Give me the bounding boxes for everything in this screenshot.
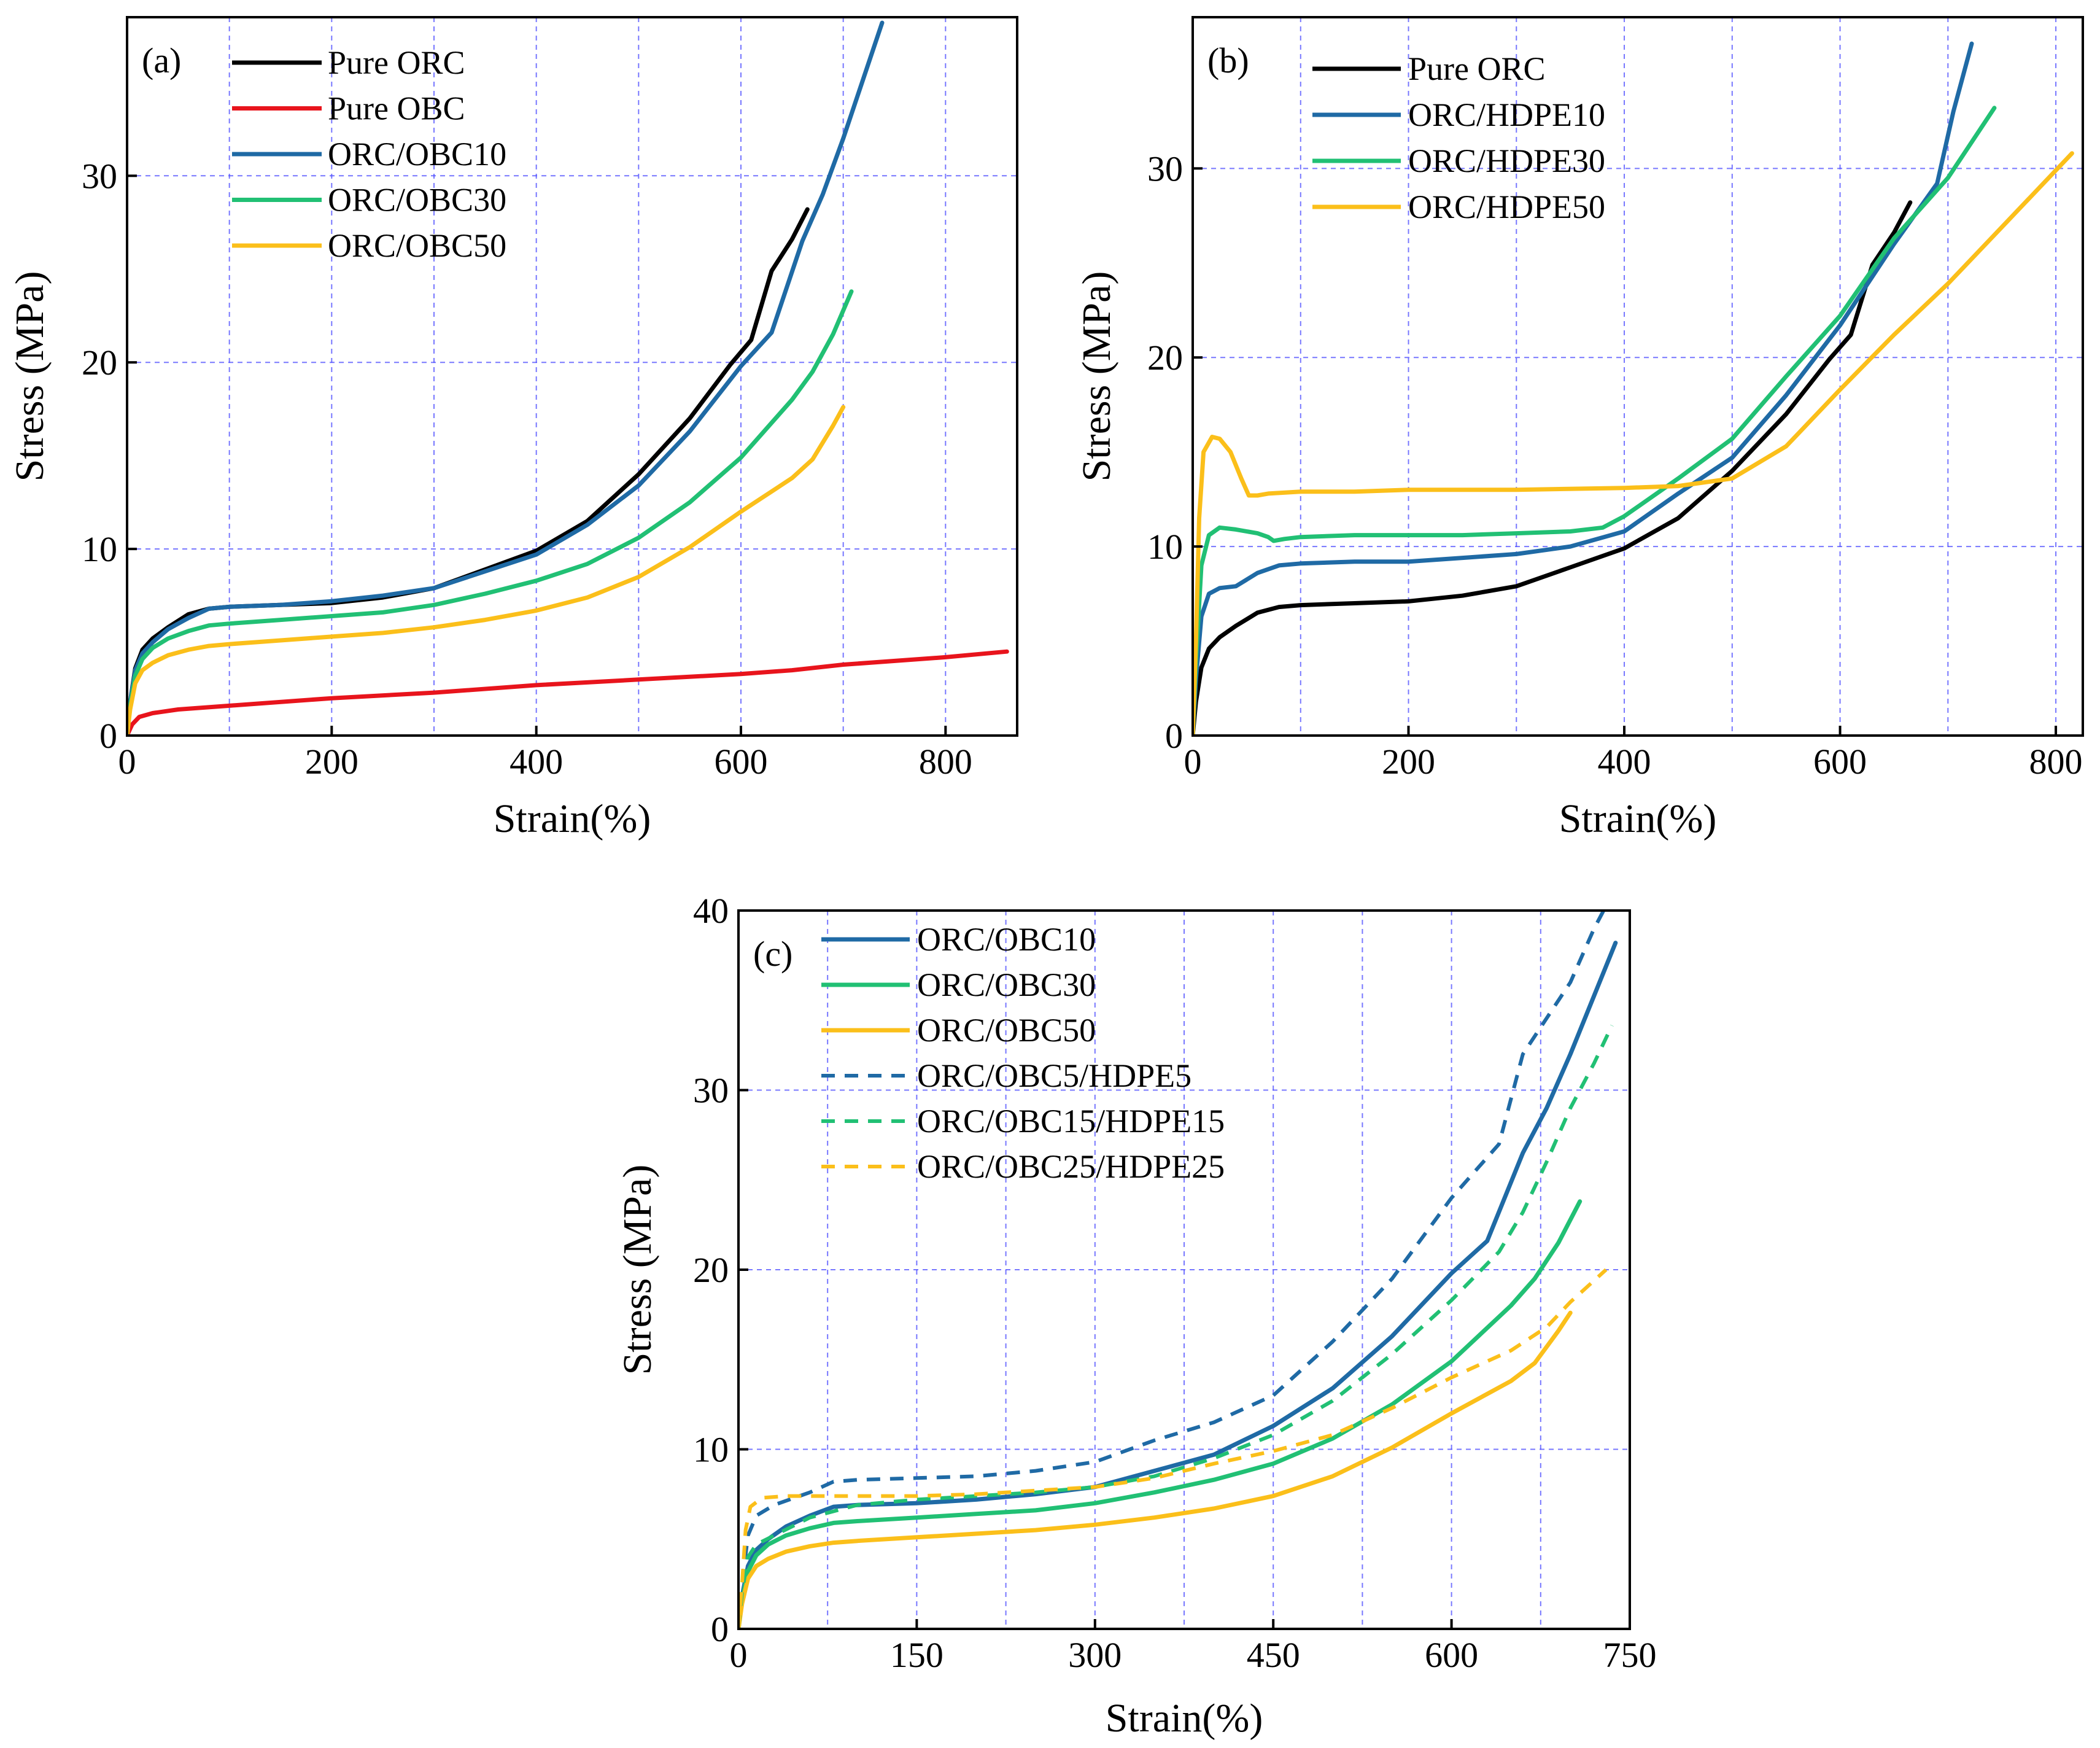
legend-label: ORC/HDPE50 [1408,188,1605,225]
x-axis-title: Strain(%) [494,796,651,841]
y-axis-title: Stress (MPa) [615,1165,660,1375]
y-tick-label: 40 [693,891,729,931]
series-line [738,1024,1614,1629]
chart-panel-2: 0 200 400 600 800 0 10 20 30 Strain(%) Stress (MPa… [1074,16,2084,841]
y-tick-label: 0 [99,716,117,756]
y-tick-label: 30 [693,1071,729,1111]
chart-panel-3: 0 150 300 450 600 750 0 10 20 30 40 Strain(%) Stress… [615,891,1657,1741]
y-tick-label: 30 [82,156,117,196]
panel-label: (c) [753,934,792,974]
legend-label: ORC/OBC30 [917,966,1096,1003]
series-line [1193,200,1913,736]
legend-label: ORC/HDPE30 [1408,142,1605,179]
x-tick-label: 800 [919,742,972,782]
y-tick-label: 10 [1147,527,1183,567]
series-line [738,941,1618,1629]
x-tick-label: 600 [715,742,768,782]
series-line [738,1199,1583,1629]
x-tick-label: 450 [1247,1635,1300,1675]
legend: Pure ORC ORC/HDPE10 ORC/HDPE30 ORC/HDPE50 [1312,50,1605,225]
series-group [1193,41,2074,736]
x-tick-label: 0 [118,742,136,782]
panel-label: (a) [142,41,181,80]
y-axis-title: Stress (MPa) [7,271,52,482]
chart-panel-1: 0 200 400 600 800 0 10 20 30 Strain(%) Stress (MPa… [7,16,1018,841]
legend-label: ORC/OBC10 [917,921,1096,958]
x-tick-label: 400 [510,742,563,782]
x-tick-label: 600 [1813,742,1867,782]
legend-label: ORC/OBC10 [328,136,506,173]
x-axis-title: Strain(%) [1106,1696,1263,1741]
legend-label: Pure ORC [1408,50,1546,87]
x-tick-label: 150 [890,1635,943,1675]
y-tick-label: 10 [82,529,117,569]
plot-frame [126,16,1018,737]
series-group [127,20,1009,736]
legend-label: ORC/OBC50 [328,227,506,264]
series-line [127,649,1009,736]
x-tick-label: 600 [1425,1635,1478,1675]
series-line [1193,106,1997,736]
legend-label: Pure OBC [328,90,465,127]
y-tick-label: 0 [1165,716,1183,756]
x-tick-label: 200 [1382,742,1435,782]
x-tick-label: 0 [1184,742,1202,782]
x-tick-label: 400 [1598,742,1651,782]
legend-label: Pure ORC [328,44,465,81]
x-tick-label: 200 [305,742,358,782]
legend-label: ORC/HDPE10 [1408,96,1605,133]
legend-label: ORC/OBC15/HDPE15 [917,1103,1225,1140]
legend: ORC/OBC10 ORC/OBC30 ORC/OBC50 ORC/OBC5/HDPE… [821,921,1225,1185]
legend-label: ORC/OBC25/HDPE25 [917,1148,1225,1185]
series-group [738,911,1618,1629]
legend-label: ORC/OBC50 [917,1012,1096,1049]
y-axis-title: Stress (MPa) [1074,271,1119,482]
x-tick-label: 0 [730,1635,748,1675]
series-line [1193,41,1974,736]
x-tick-label: 300 [1068,1635,1122,1675]
panel-label: (b) [1207,41,1249,80]
x-tick-label: 750 [1603,1635,1657,1675]
series-line [127,20,885,736]
legend-label: ORC/OBC30 [328,182,506,219]
series-line [127,405,846,736]
series-line [1193,151,2074,736]
y-tick-label: 0 [711,1609,729,1649]
legend-label: ORC/OBC5/HDPE5 [917,1057,1191,1094]
plot-frame [1191,16,2084,737]
series-line [127,289,854,736]
x-axis-title: Strain(%) [1559,796,1717,841]
legend: Pure ORC Pure OBC ORC/OBC10 ORC/OBC30 ORC/OB… [232,44,506,264]
x-tick-label: 800 [2029,742,2083,782]
series-line [738,1310,1573,1629]
y-tick-label: 10 [693,1430,729,1470]
y-tick-label: 20 [82,343,117,383]
series-line [738,911,1606,1629]
y-tick-label: 30 [1147,149,1183,188]
y-tick-label: 20 [1147,338,1183,378]
y-tick-label: 20 [693,1250,729,1290]
